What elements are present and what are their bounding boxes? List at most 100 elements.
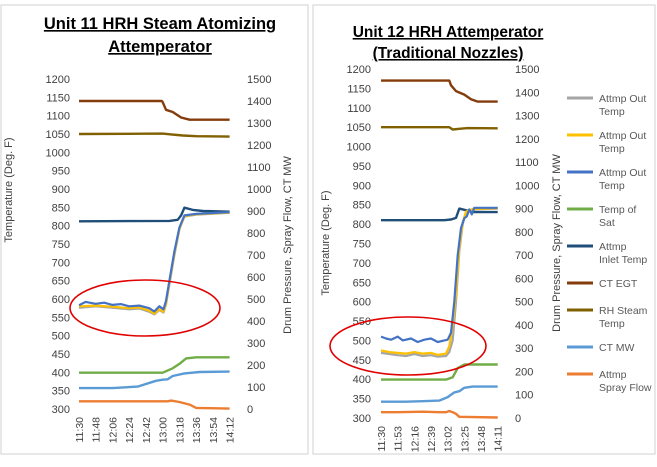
chart-2-plot: 3003504004505005506006507007508008509009… [347, 64, 540, 452]
x-tick-label: 13:02 [443, 426, 455, 452]
y-tick-label: 950 [353, 161, 371, 173]
y2-tick-label: 200 [247, 360, 265, 372]
y-tick-label: 800 [353, 219, 371, 231]
series-line [79, 356, 230, 374]
y2-tick-label: 1300 [515, 111, 539, 123]
legend-label: Attmp [599, 241, 627, 253]
panel-frame-unit-11 [0, 4, 309, 455]
y2-tick-label: 800 [515, 227, 533, 239]
legend-label: Sat [599, 217, 615, 229]
legend-label: CT EGT [599, 278, 638, 290]
y-tick-label: 350 [353, 394, 371, 406]
legend-label: Attmp [599, 369, 627, 381]
y2-tick-label: 900 [515, 204, 533, 216]
series-line [380, 206, 498, 344]
x-tick-label: 11:53 [393, 426, 405, 452]
y2-tick-label: 1500 [515, 64, 539, 76]
legend-label: Attmp Out [599, 167, 646, 179]
x-tick-label: 14:11 [493, 426, 505, 452]
y2-tick-label: 800 [247, 228, 265, 240]
y-tick-label: 750 [52, 239, 70, 251]
y-tick-label: 850 [52, 202, 70, 214]
legend-label: Spray Flow [599, 382, 652, 394]
y-tick-label: 1150 [46, 92, 70, 104]
legend-label: Temp of [599, 204, 636, 216]
x-tick-label: 14:12 [225, 417, 237, 443]
y-tick-label: 300 [353, 413, 371, 425]
y2-tick-label: 1500 [247, 74, 271, 86]
y-tick-label: 950 [52, 166, 70, 178]
legend-label: Attmp Out [599, 93, 646, 105]
y2-tick-label: 1300 [247, 118, 271, 130]
legend-label: Temp [599, 143, 625, 155]
x-tick-label: 13:48 [476, 426, 488, 452]
y-tick-label: 500 [353, 335, 371, 347]
y2-tick-label: 700 [515, 250, 533, 262]
series-line [381, 126, 498, 131]
y-tick-label: 400 [52, 367, 70, 379]
y-tick-label: 650 [52, 276, 70, 288]
y-tick-label: 450 [52, 349, 70, 361]
legend-label: Inlet Temp [599, 254, 647, 266]
series-line [78, 206, 230, 223]
series-line [381, 409, 498, 419]
x-tick-label: 13:18 [174, 417, 186, 443]
y-tick-label: 1150 [347, 83, 371, 95]
x-tick-label: 12:42 [141, 417, 153, 443]
legend-label: Attmp Out [599, 130, 646, 142]
y2-tick-label: 300 [515, 343, 533, 355]
legend-label: CT MW [599, 342, 634, 354]
y2-tick-label: 400 [247, 316, 265, 328]
y2-tick-label: 1400 [247, 96, 271, 108]
y2-tick-label: 1200 [247, 140, 271, 152]
series-line [79, 399, 230, 410]
x-tick-label: 13:00 [158, 417, 170, 443]
y2-tick-label: 500 [247, 294, 265, 306]
y-tick-label: 600 [353, 297, 371, 309]
x-tick-label: 12:16 [409, 426, 421, 452]
y2-tick-label: 0 [247, 404, 253, 416]
y-tick-label: 900 [52, 184, 70, 196]
legend-label: Temp [599, 318, 625, 330]
chart-2-ylabel: Temperature (Deg. F) [320, 190, 332, 295]
y2-tick-label: 400 [515, 320, 533, 332]
y2-tick-label: 1200 [515, 134, 539, 146]
y-tick-label: 700 [52, 257, 70, 269]
y-tick-label: 550 [52, 312, 70, 324]
series-line [78, 132, 230, 138]
y2-tick-label: 600 [515, 273, 533, 285]
legend-label: Temp [599, 180, 625, 192]
x-tick-label: 11:48 [91, 417, 103, 443]
y-tick-label: 450 [353, 355, 371, 367]
chart-1-plot: 300 350 400 450 500 550 600 650 700 750 800 850 900 9… [46, 74, 272, 443]
series-line [78, 211, 230, 313]
y2-tick-label: 1000 [247, 184, 271, 196]
y2-tick-label: 100 [515, 390, 533, 402]
series-line [381, 385, 498, 403]
chart-2-title-line-2: (Traditional Nozzles) [373, 45, 524, 62]
x-tick-label: 13:54 [208, 417, 220, 443]
y2-tick-label: 100 [247, 382, 265, 394]
x-tick-label: 13:36 [191, 417, 203, 443]
y2-tick-label: 1100 [515, 157, 539, 169]
series-line [79, 99, 230, 121]
y2-tick-label: 0 [515, 413, 521, 425]
x-tick-label: 12:39 [426, 426, 438, 452]
y-tick-label: 700 [353, 258, 371, 270]
y-tick-label: 350 [52, 386, 70, 398]
y2-tick-label: 1400 [515, 87, 539, 99]
y-tick-label: 1000 [347, 142, 371, 154]
chart-2-y2label: Drum Pressure, Spray Flow, CT MW [551, 154, 563, 332]
y-tick-label: 1200 [46, 74, 70, 86]
y-tick-label: 1050 [347, 122, 371, 134]
x-tick-label: 12:06 [107, 417, 119, 443]
y2-tick-label: 600 [247, 272, 265, 284]
y-tick-label: 1050 [46, 129, 70, 141]
y2-tick-label: 500 [515, 297, 533, 309]
y2-tick-label: 200 [515, 366, 533, 378]
y-tick-label: 1100 [347, 103, 371, 115]
y-tick-label: 600 [52, 294, 70, 306]
legend-label: Temp [599, 106, 625, 118]
